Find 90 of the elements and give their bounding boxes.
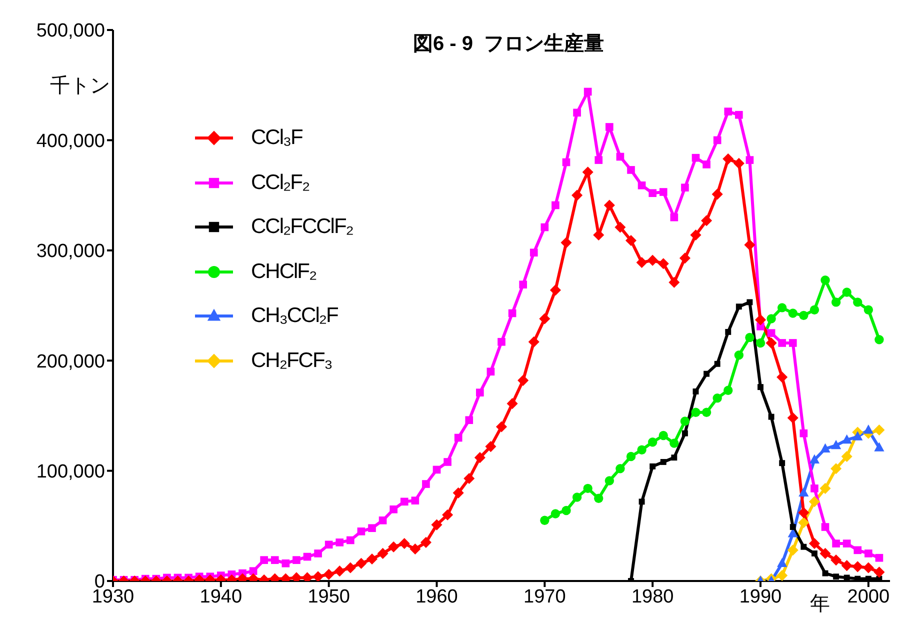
point xyxy=(874,335,884,344)
point xyxy=(583,484,592,494)
point xyxy=(798,517,810,528)
point xyxy=(820,482,831,494)
point xyxy=(842,288,852,297)
point xyxy=(616,464,625,474)
point xyxy=(830,463,842,474)
y-tick-label: 100,000 xyxy=(36,462,105,483)
legend-label: CHClF₂ xyxy=(251,260,316,284)
point xyxy=(671,454,678,461)
point xyxy=(864,305,874,315)
point xyxy=(660,459,666,465)
point xyxy=(680,416,690,426)
point xyxy=(852,431,863,440)
x-tick-label: 1980 xyxy=(631,586,674,608)
point xyxy=(831,298,841,307)
x-axis-title: 年 xyxy=(809,592,831,617)
point xyxy=(626,452,636,462)
legend-label: CCl₂F₂ xyxy=(251,170,310,195)
point xyxy=(788,308,798,318)
point xyxy=(820,443,830,452)
point xyxy=(810,305,820,315)
point xyxy=(779,460,786,466)
x-tick-label: 1970 xyxy=(524,586,566,608)
point xyxy=(798,487,809,497)
point xyxy=(874,442,884,452)
legend-label: CCl₃F xyxy=(251,126,302,150)
point xyxy=(638,498,645,505)
point xyxy=(682,430,688,436)
y-tick-label: 500,000 xyxy=(36,20,105,42)
point xyxy=(604,476,614,486)
point xyxy=(540,516,550,525)
point xyxy=(790,524,796,530)
y-tick-label: 400,000 xyxy=(36,130,105,152)
legend-label: CH₃CCl₂F xyxy=(251,304,338,328)
point xyxy=(692,388,699,394)
point xyxy=(809,454,820,464)
point xyxy=(736,304,742,310)
point xyxy=(768,414,774,420)
point xyxy=(670,438,679,448)
point xyxy=(830,440,842,450)
point xyxy=(808,496,820,508)
point xyxy=(702,408,712,417)
point xyxy=(874,424,885,436)
point xyxy=(777,558,788,568)
point xyxy=(853,298,862,307)
point xyxy=(822,570,828,576)
y-axis-title: 千トン xyxy=(50,74,110,99)
legend-label: CH₂FCF₃ xyxy=(251,348,332,373)
point xyxy=(637,445,646,454)
point xyxy=(658,430,668,440)
point xyxy=(841,450,852,462)
x-tick-label: 1990 xyxy=(739,586,782,608)
chart-title: 図6 - 9 フロン生産量 xyxy=(413,32,604,57)
point xyxy=(756,338,766,348)
point xyxy=(758,384,764,390)
x-tick-label: 1950 xyxy=(308,586,350,608)
point xyxy=(811,550,818,556)
point xyxy=(787,544,798,556)
point xyxy=(776,570,788,581)
point xyxy=(800,544,807,550)
point xyxy=(820,276,830,285)
x-tick-label: 2000 xyxy=(847,586,890,608)
point xyxy=(833,574,840,580)
point xyxy=(648,438,658,447)
point xyxy=(777,303,787,312)
point xyxy=(842,434,852,444)
x-tick-label: 1940 xyxy=(200,586,242,608)
y-tick-label: 200,000 xyxy=(36,351,105,372)
point xyxy=(572,492,582,502)
point xyxy=(746,299,753,306)
point xyxy=(562,506,571,516)
point xyxy=(691,408,700,417)
point xyxy=(788,528,798,538)
legend-label: CCl₂FCClF₂ xyxy=(251,215,353,240)
y-tick-label: 300,000 xyxy=(36,241,105,262)
point xyxy=(650,463,656,470)
point xyxy=(550,509,560,518)
point xyxy=(766,314,776,324)
point xyxy=(724,386,733,395)
point xyxy=(594,494,604,503)
point xyxy=(734,350,744,360)
point xyxy=(704,370,710,377)
point xyxy=(863,424,874,434)
point xyxy=(714,360,720,367)
point xyxy=(745,332,754,342)
point xyxy=(725,328,732,335)
point xyxy=(712,393,722,403)
point xyxy=(799,310,808,320)
x-tick-label: 1960 xyxy=(416,586,458,608)
